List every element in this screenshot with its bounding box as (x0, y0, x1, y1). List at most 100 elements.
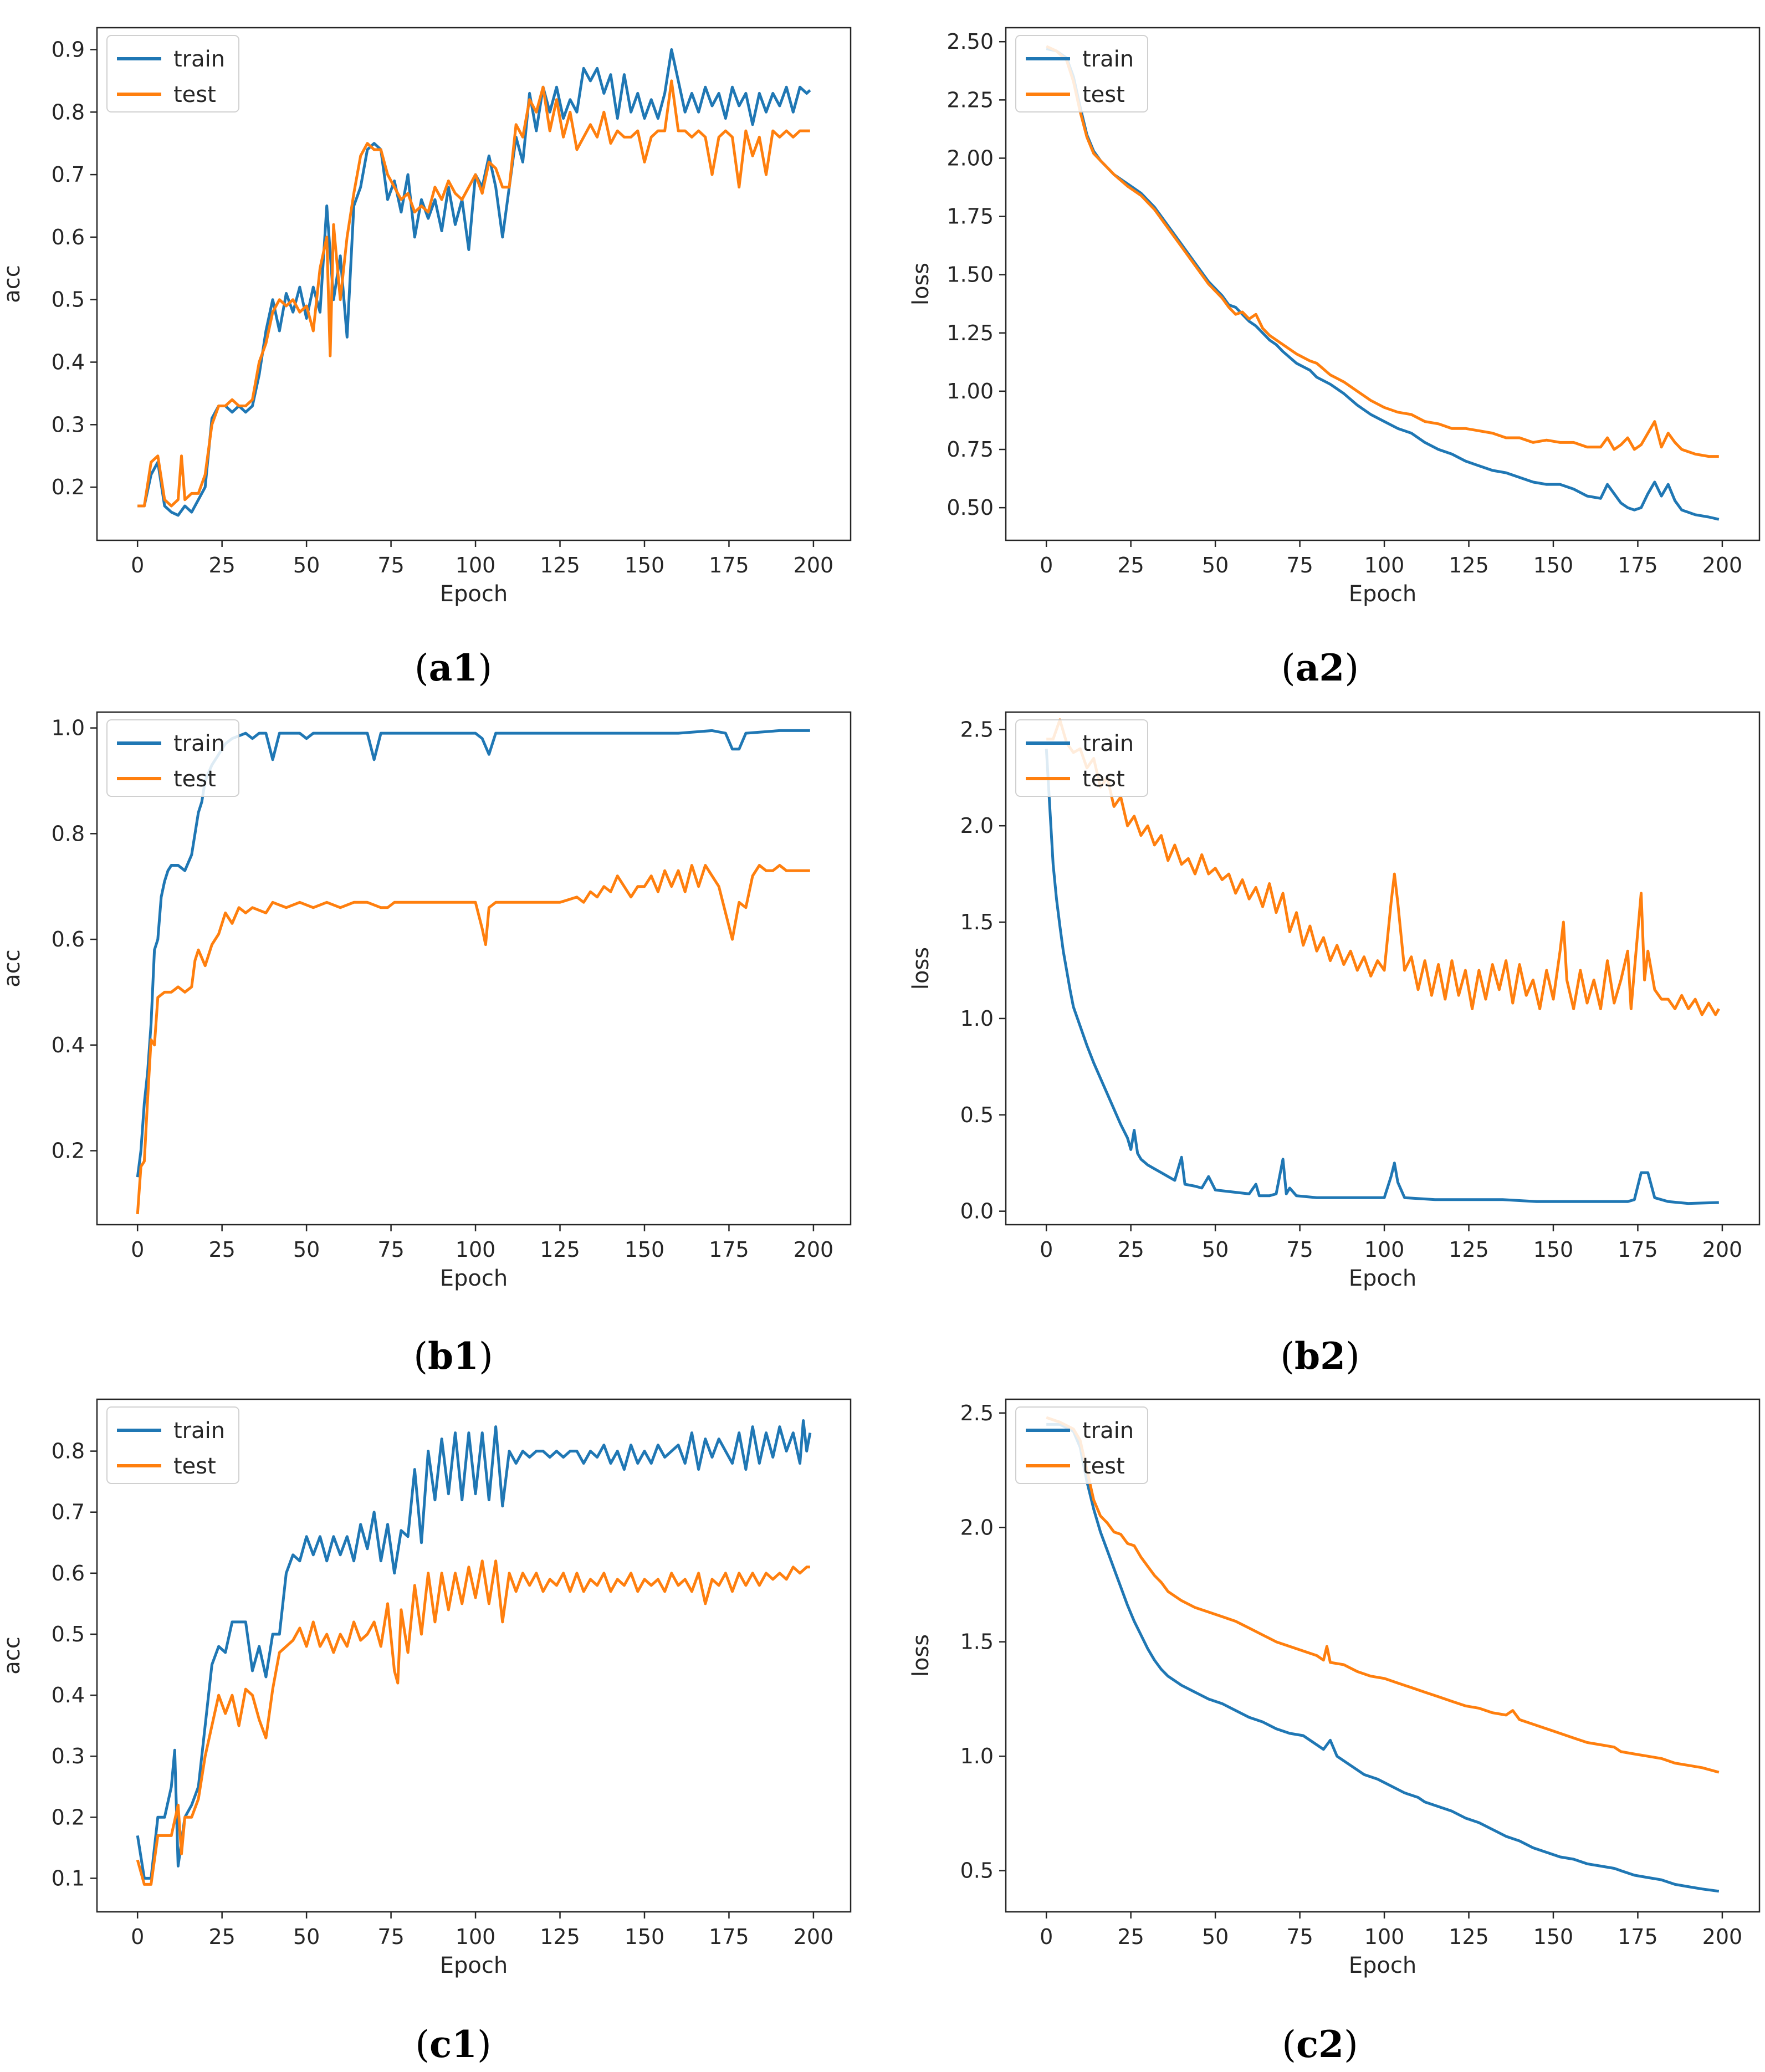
y-tick-label: 0.6 (52, 927, 85, 951)
chart-a1: 0 25 50 75 100 125 150 175 200 0.2 0.3 0.4 0.5 0.6 0.7… (0, 27, 852, 689)
y-tick-label: 0.6 (52, 1561, 85, 1585)
series-line-test (1046, 45, 1719, 458)
series-line-test (137, 79, 810, 508)
x-tick-label: 100 (1364, 1925, 1405, 1949)
y-tick-label: 0.9 (52, 37, 85, 62)
panel-label-close: ) (1344, 2023, 1358, 2066)
series-line-test (1046, 1416, 1720, 1774)
y-axis-label: acc (0, 1636, 25, 1675)
series-line-train (136, 729, 810, 1178)
x-tick-label: 50 (1202, 1925, 1229, 1949)
x-tick-label: 200 (794, 1237, 834, 1262)
series-line-train (1046, 47, 1720, 521)
x-tick-label: 25 (208, 1237, 235, 1262)
series-line-train (1045, 748, 1719, 1205)
y-tick-label: 0.1 (52, 1866, 85, 1890)
series-line-test (136, 864, 810, 1215)
x-tick-label: 150 (625, 1925, 665, 1949)
panel-label-close: ) (479, 1335, 493, 1378)
x-tick-label: 75 (1286, 1925, 1313, 1949)
panel-label: (c1) (415, 2023, 492, 2066)
y-axis-label: loss (908, 947, 934, 990)
legend-label-test: test (173, 1454, 216, 1479)
x-axis-label: Epoch (1349, 581, 1416, 607)
y-tick-label: 1.5 (960, 1630, 994, 1654)
series-line-train (1046, 1423, 1720, 1893)
x-tick-label: 100 (456, 1237, 496, 1262)
x-tick-label: 75 (1286, 553, 1313, 577)
y-axis-label: loss (908, 263, 934, 305)
y-tick-label: 0.3 (52, 412, 85, 437)
x-axis-label: Epoch (440, 1953, 508, 1978)
x-tick-label: 175 (1618, 1237, 1658, 1262)
y-tick-label: 2.25 (947, 88, 994, 112)
x-tick-label: 0 (131, 553, 144, 577)
x-tick-label: 0 (1040, 1237, 1053, 1262)
x-tick-label: 150 (1533, 1237, 1574, 1262)
panel-label-id: c2 (1296, 2023, 1344, 2066)
panel-label: (a2) (1281, 646, 1359, 689)
series-line-train (136, 1419, 812, 1880)
chart-a2: 0 25 50 75 100 125 150 175 200 0.50 0.75 1.00 1.25 1.… (908, 27, 1761, 689)
y-tick-label: 0.5 (52, 288, 85, 312)
y-tick-label: 0.8 (52, 821, 85, 846)
plot-frame (96, 1398, 852, 1913)
panel-label: (c2) (1282, 2023, 1358, 2066)
x-tick-label: 100 (1364, 553, 1405, 577)
x-tick-label: 175 (1618, 553, 1658, 577)
plot-frame (1005, 711, 1761, 1226)
x-tick-label: 150 (625, 1237, 665, 1262)
panel-label-open: ( (415, 647, 429, 689)
y-tick-label: 0.8 (52, 100, 85, 124)
x-tick-label: 50 (293, 1925, 320, 1949)
x-tick-label: 100 (456, 1925, 496, 1949)
plot-frame (1005, 1398, 1761, 1913)
x-tick-label: 100 (1364, 1237, 1405, 1262)
x-tick-label: 175 (709, 553, 749, 577)
legend: train test (1015, 35, 1148, 112)
plot-frame (1005, 27, 1761, 541)
x-tick-label: 0 (131, 1237, 144, 1262)
x-axis-label: Epoch (1349, 1266, 1416, 1291)
x-tick-label: 0 (1040, 553, 1053, 577)
chart-c1: 0 25 50 75 100 125 150 175 200 0.1 0.2 0.3 0.4 0.5 0.6… (0, 1398, 852, 2066)
y-tick-label: 0.6 (52, 225, 85, 249)
panel-label-open: ( (1281, 647, 1296, 689)
y-tick-label: 1.0 (52, 716, 85, 740)
y-tick-label: 0.4 (52, 1033, 85, 1057)
legend: train test (106, 35, 239, 112)
x-tick-label: 25 (1117, 1237, 1144, 1262)
chart-c2: 0 25 50 75 100 125 150 175 200 0.5 1.0 1.5 2.0 2.5 Epo… (908, 1398, 1761, 2066)
y-axis-label: acc (0, 265, 25, 303)
panel-label: (b1) (413, 1334, 493, 1378)
x-tick-label: 200 (1702, 553, 1743, 577)
x-tick-label: 0 (131, 1925, 144, 1949)
legend-label-train: train (1082, 731, 1134, 756)
y-tick-label: 2.50 (947, 29, 994, 54)
legend-label-test: test (1082, 82, 1125, 108)
legend-label-test: test (173, 82, 216, 108)
x-tick-label: 50 (293, 553, 320, 577)
y-tick-label: 0.2 (52, 1138, 85, 1163)
legend-label-train: train (1082, 1418, 1134, 1444)
x-tick-label: 175 (709, 1237, 749, 1262)
legend-label-train: train (173, 731, 225, 756)
legend-label-test: test (1082, 1454, 1125, 1479)
x-tick-label: 50 (293, 1237, 320, 1262)
y-tick-label: 0.4 (52, 350, 85, 375)
series-line-test (1046, 718, 1720, 1016)
x-tick-label: 25 (208, 553, 235, 577)
y-tick-label: 2.0 (960, 1515, 994, 1539)
panel-label-id: c1 (429, 2023, 477, 2066)
panel-label-id: a1 (429, 646, 478, 689)
y-tick-label: 0.2 (52, 475, 85, 499)
y-tick-label: 1.0 (960, 1006, 994, 1031)
x-tick-label: 175 (709, 1925, 749, 1949)
legend: train test (1015, 1406, 1148, 1484)
legend: train test (106, 1406, 239, 1484)
y-tick-label: 1.75 (947, 204, 994, 229)
panel-label: (b2) (1280, 1334, 1360, 1378)
x-tick-label: 150 (1533, 1925, 1574, 1949)
y-tick-label: 0.5 (960, 1859, 994, 1883)
series-line-train (137, 48, 811, 517)
